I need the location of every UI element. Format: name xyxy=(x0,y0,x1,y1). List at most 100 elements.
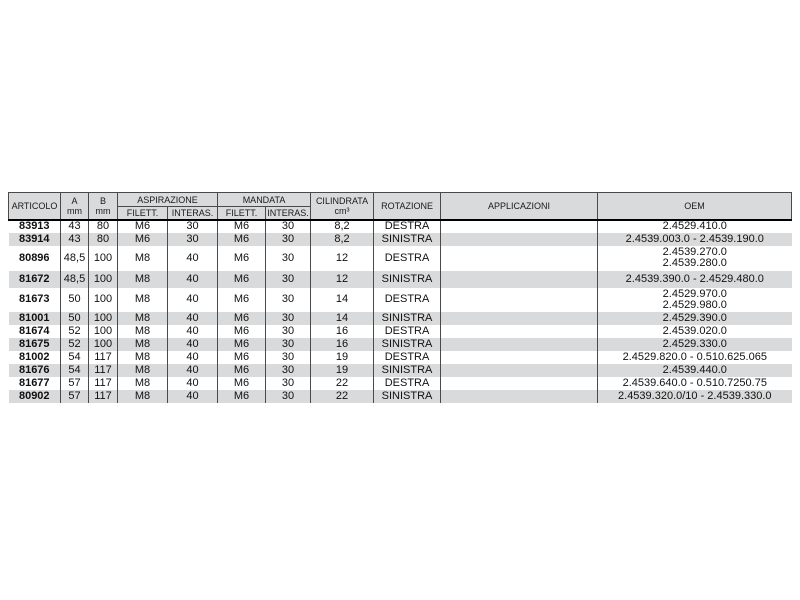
cell-articolo: 81672 xyxy=(8,270,61,288)
cell-applicazioni xyxy=(440,363,599,377)
cell-asp-interas: 40 xyxy=(167,245,219,271)
cell-applicazioni xyxy=(440,270,599,288)
cell-man-filett: M6 xyxy=(217,245,267,271)
cell-b: 117 xyxy=(88,376,118,390)
cell-man-interas: 30 xyxy=(265,232,312,246)
cell-articolo: 81674 xyxy=(8,324,61,338)
cell-rotazione: SINISTRA xyxy=(373,232,442,246)
cell-a: 54 xyxy=(60,350,89,364)
cell-b: 100 xyxy=(88,324,118,338)
oem-code: 2.4529.410.0 xyxy=(662,220,727,232)
column-header-a-label: A xyxy=(71,195,78,206)
cell-cilindrata: 19 xyxy=(310,363,375,377)
cell-asp-interas: 40 xyxy=(167,311,219,325)
cell-oem: 2.4529.390.0 xyxy=(598,312,792,325)
cell-asp-filett: M8 xyxy=(117,245,168,271)
cell-man-filett: M6 xyxy=(217,311,267,325)
cell-asp-filett: M8 xyxy=(117,287,168,312)
cell-asp-interas: 40 xyxy=(167,376,219,390)
table-row: 81675 52 100 M8 40 M6 30 16 SINISTRA 2.4529.330.0 xyxy=(8,337,792,351)
column-header-aspirazione-interas: INTERAS. xyxy=(167,206,219,221)
cell-oem: 2.4539.440.0 xyxy=(598,364,792,377)
cell-asp-interas: 30 xyxy=(167,219,219,233)
cell-applicazioni xyxy=(440,311,599,325)
cell-rotazione: DESTRA xyxy=(373,350,442,364)
cell-man-interas: 30 xyxy=(265,287,312,312)
column-header-a-unit: mm xyxy=(67,205,82,216)
cell-articolo: 80896 xyxy=(8,245,61,271)
cell-articolo: 81676 xyxy=(8,363,61,377)
cell-oem: 2.4539.390.0 - 2.4529.480.0 xyxy=(598,271,792,288)
cell-asp-interas: 40 xyxy=(167,324,219,338)
cell-b: 100 xyxy=(88,287,118,312)
column-header-aspirazione-filett: FILETT. xyxy=(117,206,168,221)
cell-man-interas: 30 xyxy=(265,337,312,351)
cell-cilindrata: 8,2 xyxy=(310,219,375,233)
cell-cilindrata: 12 xyxy=(310,245,375,271)
cell-rotazione: SINISTRA xyxy=(373,363,442,377)
cell-cilindrata: 16 xyxy=(310,337,375,351)
cell-a: 48,5 xyxy=(60,245,89,271)
column-header-b-mm: B mm xyxy=(88,192,118,221)
cell-oem: 2.4529.820.0 - 0.510.625.065 xyxy=(598,351,792,364)
cell-cilindrata: 8,2 xyxy=(310,232,375,246)
cell-b: 117 xyxy=(88,389,118,403)
cell-a: 43 xyxy=(60,219,89,233)
cell-man-interas: 30 xyxy=(265,389,312,403)
cell-articolo: 83914 xyxy=(8,232,61,246)
table-row: 80896 48,5 100 M8 40 M6 30 12 DESTRA 2.4539.270.0… xyxy=(8,245,792,271)
column-header-b-unit: mm xyxy=(95,205,111,216)
cell-man-filett: M6 xyxy=(217,376,267,390)
column-header-rotazione: ROTAZIONE xyxy=(373,192,442,221)
oem-code: 2.4539.003.0 - 2.4539.190.0 xyxy=(625,232,764,245)
cell-asp-interas: 40 xyxy=(167,287,219,312)
cell-cilindrata: 19 xyxy=(310,350,375,364)
cell-asp-filett: M6 xyxy=(117,219,168,233)
cell-cilindrata: 14 xyxy=(310,311,375,325)
cell-a: 54 xyxy=(60,363,89,377)
cell-applicazioni xyxy=(440,232,599,246)
cell-applicazioni xyxy=(440,376,599,390)
cell-articolo: 80902 xyxy=(8,389,61,403)
cell-cilindrata: 22 xyxy=(310,389,375,403)
cell-asp-interas: 40 xyxy=(167,270,219,288)
cell-b: 80 xyxy=(88,219,118,233)
oem-code: 2.4539.320.0/10 - 2.4539.330.0 xyxy=(618,389,772,402)
cell-man-filett: M6 xyxy=(217,287,267,312)
cell-articolo: 81001 xyxy=(8,311,61,325)
cell-asp-interas: 40 xyxy=(167,363,219,377)
cell-rotazione: DESTRA xyxy=(373,376,442,390)
table-row: 81673 50 100 M8 40 M6 30 14 DESTRA 2.4529.970.0 2.… xyxy=(8,287,792,312)
cell-oem: 2.4529.330.0 xyxy=(598,338,792,351)
cell-oem: 2.4539.003.0 - 2.4539.190.0 xyxy=(598,233,792,246)
oem-code: 2.4539.270.0 xyxy=(662,246,727,258)
cell-man-interas: 30 xyxy=(265,363,312,377)
cell-cilindrata: 12 xyxy=(310,270,375,288)
table-header: ARTICOLO A mm B mm ASPIRAZIONE MANDATA C… xyxy=(8,192,793,221)
cell-applicazioni xyxy=(440,389,599,403)
cell-rotazione: SINISTRA xyxy=(373,337,442,351)
cell-a: 52 xyxy=(60,324,89,338)
cell-articolo: 83913 xyxy=(8,219,61,233)
cell-b: 100 xyxy=(88,337,118,351)
cell-man-filett: M6 xyxy=(217,389,267,403)
cell-rotazione: DESTRA xyxy=(373,245,442,271)
cell-man-filett: M6 xyxy=(217,219,267,233)
cell-applicazioni xyxy=(440,350,599,364)
cell-asp-filett: M8 xyxy=(117,270,168,288)
cell-man-filett: M6 xyxy=(217,350,267,364)
cell-cilindrata: 14 xyxy=(310,287,375,312)
cell-oem: 2.4539.640.0 - 0.510.7250.75 xyxy=(598,377,792,390)
cell-b: 100 xyxy=(88,270,118,288)
cell-applicazioni xyxy=(440,287,599,312)
column-header-b-label: B xyxy=(99,195,106,206)
cell-asp-interas: 40 xyxy=(167,350,219,364)
oem-code: 2.4539.640.0 - 0.510.7250.75 xyxy=(622,376,767,389)
cell-oem: 2.4539.320.0/10 - 2.4539.330.0 xyxy=(598,390,792,403)
cell-man-filett: M6 xyxy=(217,337,267,351)
column-header-cilindrata-unit: cm³ xyxy=(334,205,350,216)
cell-man-interas: 30 xyxy=(265,311,312,325)
cell-man-filett: M6 xyxy=(217,363,267,377)
cell-oem: 2.4539.020.0 xyxy=(598,325,792,338)
cell-asp-filett: M8 xyxy=(117,350,168,364)
